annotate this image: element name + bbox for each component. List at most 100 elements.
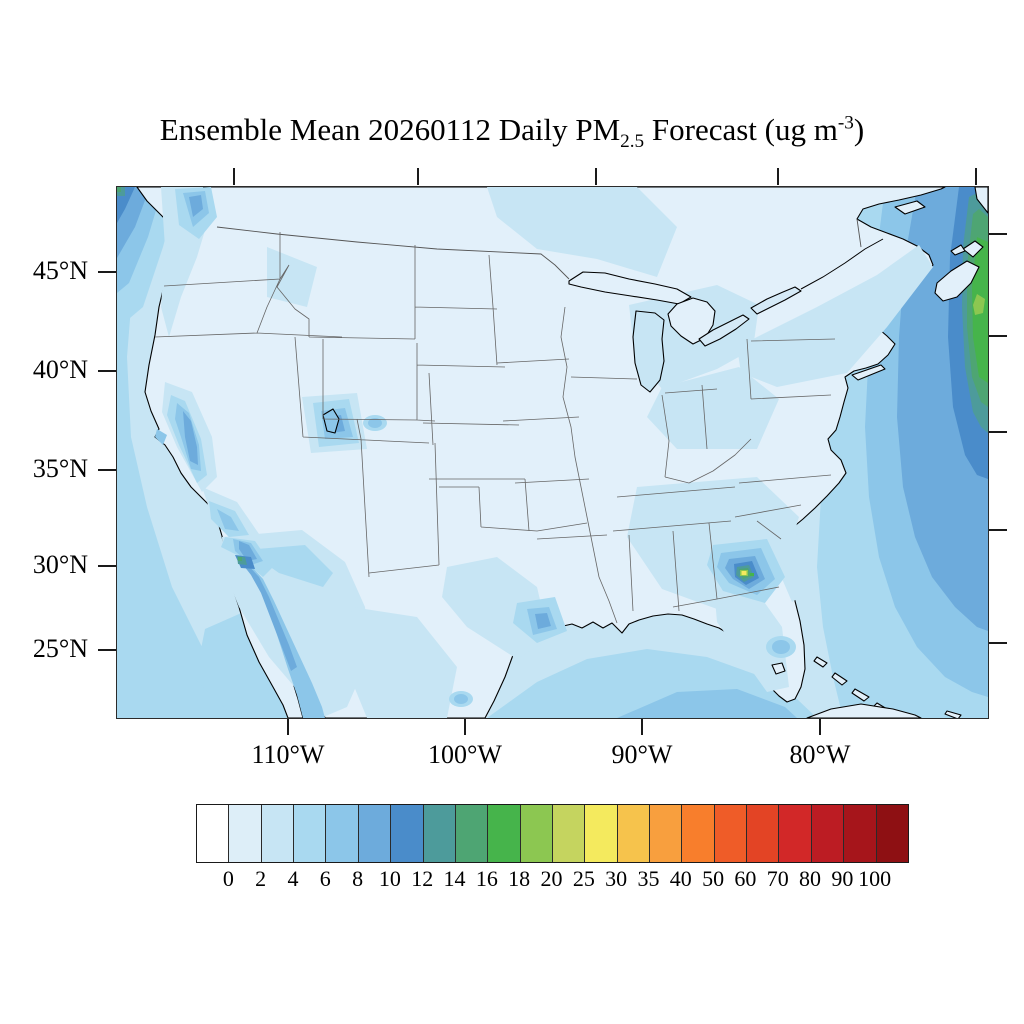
- colorbar-cell: [520, 805, 553, 862]
- colorbar-tick-label: 16: [475, 866, 498, 891]
- y-axis-tick-left: [98, 370, 116, 372]
- colorbar-cell: [876, 805, 908, 862]
- colorbar-cell: [488, 805, 521, 862]
- great-salt-lake: [322, 408, 340, 434]
- x-axis-label: 90°W: [611, 740, 673, 769]
- x-axis-tick-top: [777, 168, 779, 185]
- y-axis-tick-right: [989, 431, 1007, 433]
- colorbar-cell: [326, 805, 359, 862]
- colorbar-cell: [617, 805, 651, 862]
- central-valley-dark: [183, 411, 198, 465]
- tampa-core: [772, 640, 790, 654]
- cuba-east: [944, 710, 962, 718]
- x-axis-label: 110°W: [251, 740, 325, 769]
- y-axis-label: 45°N: [32, 256, 88, 285]
- georgia-spot-16-18: [750, 573, 754, 576]
- colorbar-cell: [682, 805, 715, 862]
- contour-map-svg: [117, 187, 988, 718]
- y-axis-tick-left: [98, 469, 116, 471]
- pacific-nw-14-16: [117, 187, 121, 192]
- south-texas-core: [454, 694, 468, 704]
- colorbar-tick-label: 100: [858, 866, 892, 891]
- colorbar-cell: [811, 805, 845, 862]
- lake-okeechobee: [771, 662, 786, 675]
- colorbar-tick-label: 60: [734, 866, 757, 891]
- x-axis-label: 100°W: [428, 740, 502, 769]
- state-borders: [154, 232, 836, 624]
- colorbar-cell: [358, 805, 392, 862]
- x-axis-tick-top: [417, 168, 419, 185]
- x-axis-tick-bottom: [641, 719, 643, 735]
- y-axis-tick-left: [98, 565, 116, 567]
- pacific-band-4-6: [117, 277, 239, 718]
- plot-title-subscript: 2.5: [620, 131, 645, 153]
- y-axis-label: 25°N: [32, 634, 88, 663]
- map-panel: [116, 186, 989, 719]
- colorbar-tick-label: 70: [766, 866, 789, 891]
- houston-dark: [535, 613, 551, 629]
- sf-bay-spot: [155, 429, 167, 445]
- colorbar-tick-label: 25: [572, 866, 595, 891]
- colorbar-cell: [585, 805, 618, 862]
- atlantic-18-20: [973, 294, 985, 315]
- colorbar-cell: [552, 805, 586, 862]
- colorbar-tick-label: 35: [637, 866, 660, 891]
- colorbar-tick-label: 40: [669, 866, 692, 891]
- lake-michigan: [632, 310, 665, 393]
- y-axis-tick-right: [989, 642, 1007, 644]
- x-axis-tick-top: [975, 168, 977, 185]
- st-lawrence-river: [800, 238, 884, 290]
- colorbar-tick-label: 50: [702, 866, 725, 891]
- colorbar-tick-label: 8: [352, 866, 364, 891]
- plot-title-text: Ensemble Mean 20260112 Daily PM: [159, 112, 621, 147]
- colorbar-tick-label: 30: [605, 866, 628, 891]
- plot-title: Ensemble Mean 20260112 Daily PM2.5 Forec…: [0, 112, 1024, 153]
- y-axis-tick-right: [989, 529, 1007, 531]
- colorbar-cell: [229, 805, 262, 862]
- colorbar: [196, 804, 909, 863]
- x-axis-tick-bottom: [464, 719, 466, 735]
- colorbar-cell: [747, 805, 780, 862]
- colorbar-cell: [455, 805, 489, 862]
- lake-huron: [667, 297, 716, 345]
- plot-title-superscript: -3: [837, 112, 854, 134]
- colorbar-tick-label: 6: [319, 866, 331, 891]
- colorbar-cell: [391, 805, 424, 862]
- plot-title-suffix: ): [853, 112, 865, 147]
- anticosti-island: [894, 200, 926, 215]
- y-axis-label: 30°N: [32, 550, 88, 579]
- colorbar-tick-label: 2: [255, 866, 267, 891]
- colorbar-tick-label: 14: [443, 866, 466, 891]
- arizona-band: [257, 545, 333, 587]
- y-axis-tick-right: [989, 335, 1007, 337]
- colorbar-cell: [844, 805, 877, 862]
- newfoundland-corner: [974, 187, 988, 214]
- colorbar-tick-label: 18: [508, 866, 531, 891]
- x-axis-tick-top: [595, 168, 597, 185]
- colorbar-tick-label: 80: [799, 866, 822, 891]
- x-axis-tick-bottom: [819, 719, 821, 735]
- colorbar-cell: [261, 805, 295, 862]
- plot-title-middle: Forecast (ug m: [644, 112, 838, 147]
- georgia-core-25-30: [741, 571, 747, 575]
- x-axis-tick-top: [233, 168, 235, 185]
- la-core: [217, 509, 239, 531]
- colorbar-tick-label: 4: [287, 866, 299, 891]
- x-axis-label: 80°W: [789, 740, 851, 769]
- lake-ontario: [750, 286, 802, 315]
- y-axis-tick-left: [98, 271, 116, 273]
- colorbar-cell: [779, 805, 812, 862]
- y-axis-label: 35°N: [32, 454, 88, 483]
- colorbar-tick-label: 90: [831, 866, 854, 891]
- nova-scotia: [934, 260, 980, 302]
- colorbar-tick-label: 0: [222, 866, 234, 891]
- lake-erie: [698, 314, 750, 347]
- puget-dark: [189, 195, 203, 217]
- gulf-of-california-8-10: [244, 564, 297, 671]
- colorbar-cell: [650, 805, 683, 862]
- y-axis-label: 40°N: [32, 355, 88, 384]
- x-axis-tick-bottom: [287, 719, 289, 735]
- canada-border: [216, 218, 862, 280]
- colorbar-cell: [294, 805, 327, 862]
